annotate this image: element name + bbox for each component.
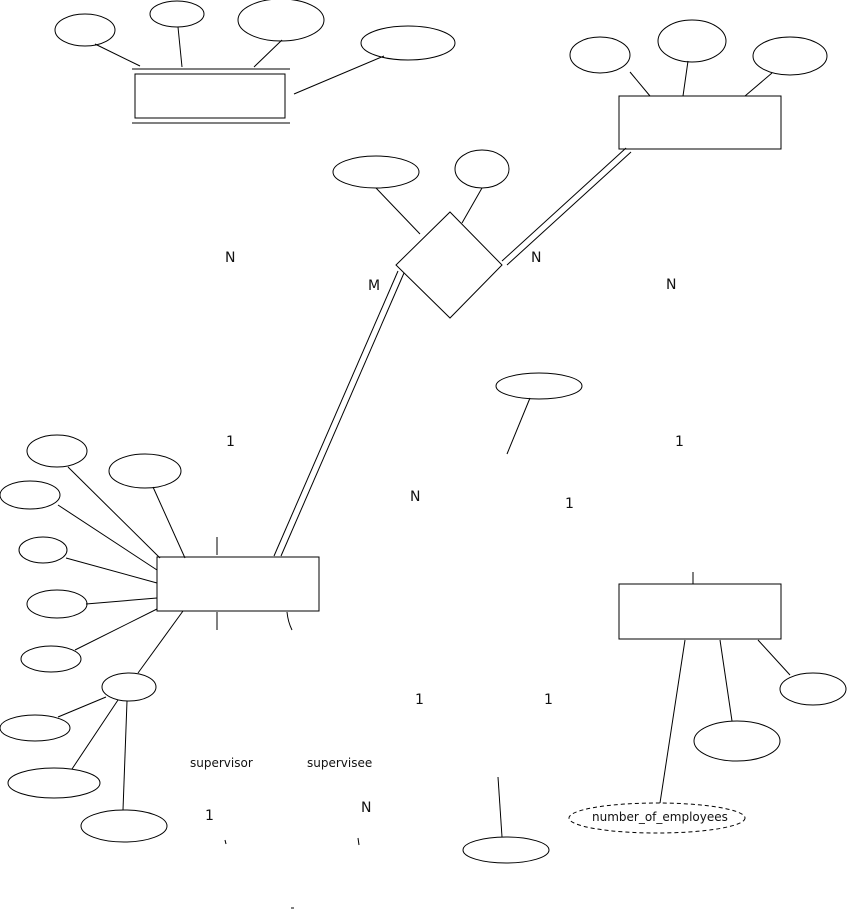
cardinality-label: 1 <box>205 808 214 824</box>
department-attributes <box>568 639 847 834</box>
cardinality-label: M <box>368 278 381 294</box>
relationship-diamond-center[interactable] <box>395 211 503 319</box>
entity-department[interactable] <box>618 572 782 640</box>
relationship-center-attributes <box>332 149 510 235</box>
department-attr-1[interactable] <box>779 672 847 706</box>
entity-top-right[interactable] <box>618 95 782 150</box>
left-attr-5[interactable] <box>26 589 88 619</box>
department-attr-derived[interactable] <box>568 802 746 834</box>
top-left-attr-4[interactable] <box>360 25 456 61</box>
top-right-attr-2[interactable] <box>657 19 727 63</box>
cardinality-label: N <box>225 250 236 266</box>
relationship-attr-2[interactable] <box>454 149 510 189</box>
top-left-attr-1[interactable] <box>54 13 116 47</box>
left-attr-4[interactable] <box>18 536 68 564</box>
cardinality-label: N <box>410 489 421 505</box>
left-bottom-attributes <box>0 434 186 843</box>
top-right-attributes <box>569 19 828 97</box>
left-attr-2[interactable] <box>108 453 182 489</box>
left-attr-3[interactable] <box>0 480 61 510</box>
relationship-attr-1[interactable] <box>332 155 420 189</box>
cardinality-label: 1 <box>675 434 684 450</box>
total-participation-lines <box>273 147 632 557</box>
left-attr-6[interactable] <box>20 645 82 673</box>
connector-stubs <box>216 537 293 631</box>
cardinality-label: N <box>666 277 677 293</box>
derived-attribute-label[interactable]: number_of_employees <box>592 810 728 824</box>
cardinality-label: N <box>361 800 372 816</box>
cardinality-label: N <box>531 250 542 266</box>
cardinality-label: 1 <box>565 496 574 512</box>
top-left-attr-2[interactable] <box>149 0 205 28</box>
bottom-attribute <box>462 776 550 864</box>
entity-top-left[interactable] <box>132 68 290 124</box>
entity-left-bottom[interactable] <box>156 556 320 612</box>
bottom-attr-1[interactable] <box>462 836 550 864</box>
role-label-supervisor: supervisor <box>190 756 253 770</box>
cardinality-label: 1 <box>226 434 235 450</box>
role-label-supervisee: supervisee <box>307 756 373 770</box>
left-attr-1[interactable] <box>26 434 88 468</box>
left-attr-sub-2[interactable] <box>7 767 101 799</box>
left-attr-sub-1[interactable] <box>0 714 71 742</box>
top-left-attr-3[interactable] <box>237 0 325 42</box>
left-attr-composite[interactable] <box>101 672 157 702</box>
stray-marks <box>224 837 360 909</box>
middle-attribute <box>495 372 583 455</box>
top-right-attr-1[interactable] <box>569 36 631 74</box>
middle-attr-1[interactable] <box>495 372 583 400</box>
top-right-attr-3[interactable] <box>752 36 828 76</box>
cardinality-label: 1 <box>544 692 553 708</box>
top-left-attributes <box>54 0 456 95</box>
cardinality-label: 1 <box>415 692 424 708</box>
department-attr-2[interactable] <box>693 720 781 762</box>
left-attr-sub-3[interactable] <box>80 809 168 843</box>
